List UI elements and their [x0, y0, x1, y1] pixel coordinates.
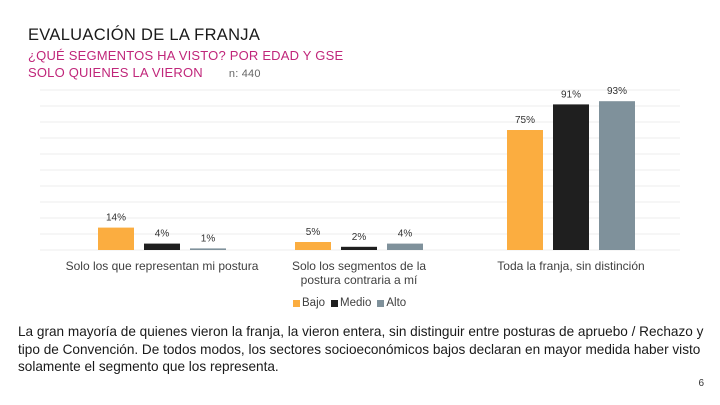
legend-swatch-medio	[331, 299, 339, 307]
chart-legend: Bajo Medio Alto	[293, 297, 406, 309]
data-label-medio-2: 91%	[561, 89, 581, 100]
bar-alto-0	[190, 248, 226, 250]
legend-label-medio: Medio	[340, 297, 372, 309]
bar-medio-0	[144, 243, 180, 250]
sample-size-note: n: 440	[228, 68, 261, 80]
legend-label-alto: Alto	[386, 297, 407, 309]
bar-medio-1	[341, 246, 377, 250]
bar-bajo-1	[295, 242, 331, 250]
bar-bajo-0	[98, 227, 134, 250]
data-label-alto-2: 93%	[607, 86, 627, 97]
legend-swatch-alto	[377, 299, 385, 307]
bar-bajo-2	[507, 130, 543, 250]
data-label-alto-1: 4%	[398, 229, 413, 240]
subtitle-line-2-text: SOLO QUIENES LA VIERON	[28, 65, 203, 80]
bar-alto-2	[599, 101, 635, 250]
bar-medio-2	[553, 104, 589, 251]
legend-item-bajo: Bajo	[293, 297, 325, 309]
legend-item-alto: Alto	[377, 297, 406, 309]
subtitle-line-2: SOLO QUIENES LA VIERON n: 440	[28, 64, 343, 83]
bar-chart: 14% 5% 75% 4% 2% 91% 1% 4% 93% Solo los que repre…	[40, 86, 680, 287]
page-number: 6	[698, 378, 704, 389]
bar-alto-1	[387, 243, 423, 250]
slide-subtitle: ¿QUÉ SEGMENTOS HA VISTO? POR EDAD Y GSE …	[28, 47, 343, 83]
data-label-bajo-1: 5%	[306, 227, 321, 238]
data-label-medio-1: 2%	[352, 232, 367, 243]
legend-item-medio: Medio	[331, 297, 371, 309]
category-label-0: Solo los que representan mi postura	[66, 259, 259, 273]
legend-label-bajo: Bajo	[302, 297, 326, 309]
data-label-bajo-0: 14%	[106, 213, 126, 224]
summary-paragraph: La gran mayoría de quienes vieron la fra…	[18, 324, 704, 374]
slide-title: EVALUACIÓN DE LA FRANJA	[28, 26, 261, 44]
data-label-alto-0: 1%	[201, 233, 216, 244]
data-label-bajo-2: 75%	[515, 115, 535, 126]
subtitle-line-1: ¿QUÉ SEGMENTOS HA VISTO? POR EDAD Y GSE	[28, 48, 344, 63]
category-label-2: Toda la franja, sin distinción	[497, 259, 644, 273]
legend-swatch-bajo	[293, 299, 300, 307]
data-label-medio-0: 4%	[155, 229, 170, 240]
category-label-1: Solo los segmentos de la postura contrari…	[292, 259, 426, 287]
